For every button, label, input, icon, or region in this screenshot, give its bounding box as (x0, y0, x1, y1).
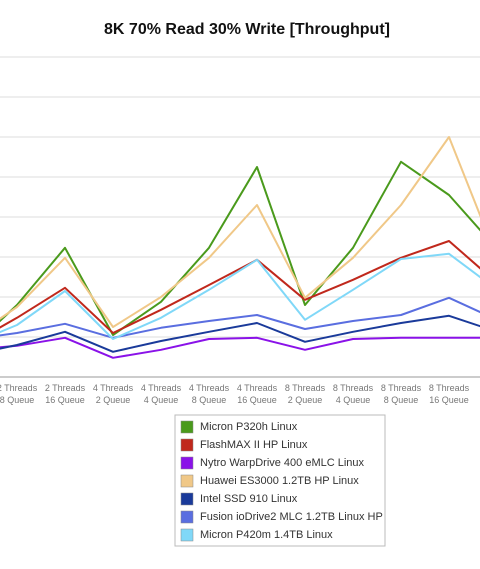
legend-box (174, 414, 386, 547)
x-tick-label: 4 Threads 2 Queue (93, 383, 134, 405)
series-line (0, 240, 480, 334)
series-line (0, 336, 480, 359)
x-tick-label: 4 Threads 4 Queue (141, 383, 182, 405)
x-tick-label: 2 Threads 8 Queue (0, 383, 38, 405)
legend: Micron P320h Linux FlashMAX II HP Linux Ny… (180, 420, 383, 542)
series-line (0, 160, 480, 336)
legend-label: Fusion ioDrive2 MLC 1.2TB Linux HP (200, 511, 383, 523)
x-tick-label: 4 Threads 16 Queue (237, 383, 278, 405)
x-tick-label: 8 Threads 2 Queue (285, 383, 326, 405)
legend-label: Huawei ES3000 1.2TB HP Linux (200, 475, 359, 487)
legend-swatch (180, 438, 194, 452)
series-line (0, 136, 480, 328)
x-tick-label: 8 Threads 4 Queue (333, 383, 374, 405)
legend-swatch (180, 492, 194, 506)
grid (0, 56, 480, 378)
legend-swatch (180, 528, 194, 542)
legend-swatch (180, 474, 194, 488)
x-tick-label: 8 Threads 16 Queue (429, 383, 470, 405)
x-tick-label: 8 Threads 8 Queue (381, 383, 422, 405)
legend-label: Micron P320h Linux (200, 421, 298, 433)
legend-swatch (180, 456, 194, 470)
chart-title: 8K 70% Read 30% Write [Throughput] (104, 21, 390, 38)
legend-label: FlashMAX II HP Linux (200, 439, 308, 451)
series-line (0, 252, 480, 340)
x-labels: 2 Threads 8 Queue 2 Threads 16 Queue 4 Threa… (0, 383, 470, 405)
series-line (0, 314, 480, 353)
legend-label: Micron P420m 1.4TB Linux (200, 529, 333, 541)
lines (0, 136, 480, 359)
x-tick-label: 2 Threads 16 Queue (45, 383, 86, 405)
legend-swatch (180, 420, 194, 434)
legend-label: Nytro WarpDrive 400 eMLC Linux (200, 457, 365, 469)
series-line (0, 296, 480, 339)
x-tick-label: 4 Threads 8 Queue (189, 383, 230, 405)
legend-swatch (180, 510, 194, 524)
legend-label: Intel SSD 910 Linux (200, 493, 298, 505)
